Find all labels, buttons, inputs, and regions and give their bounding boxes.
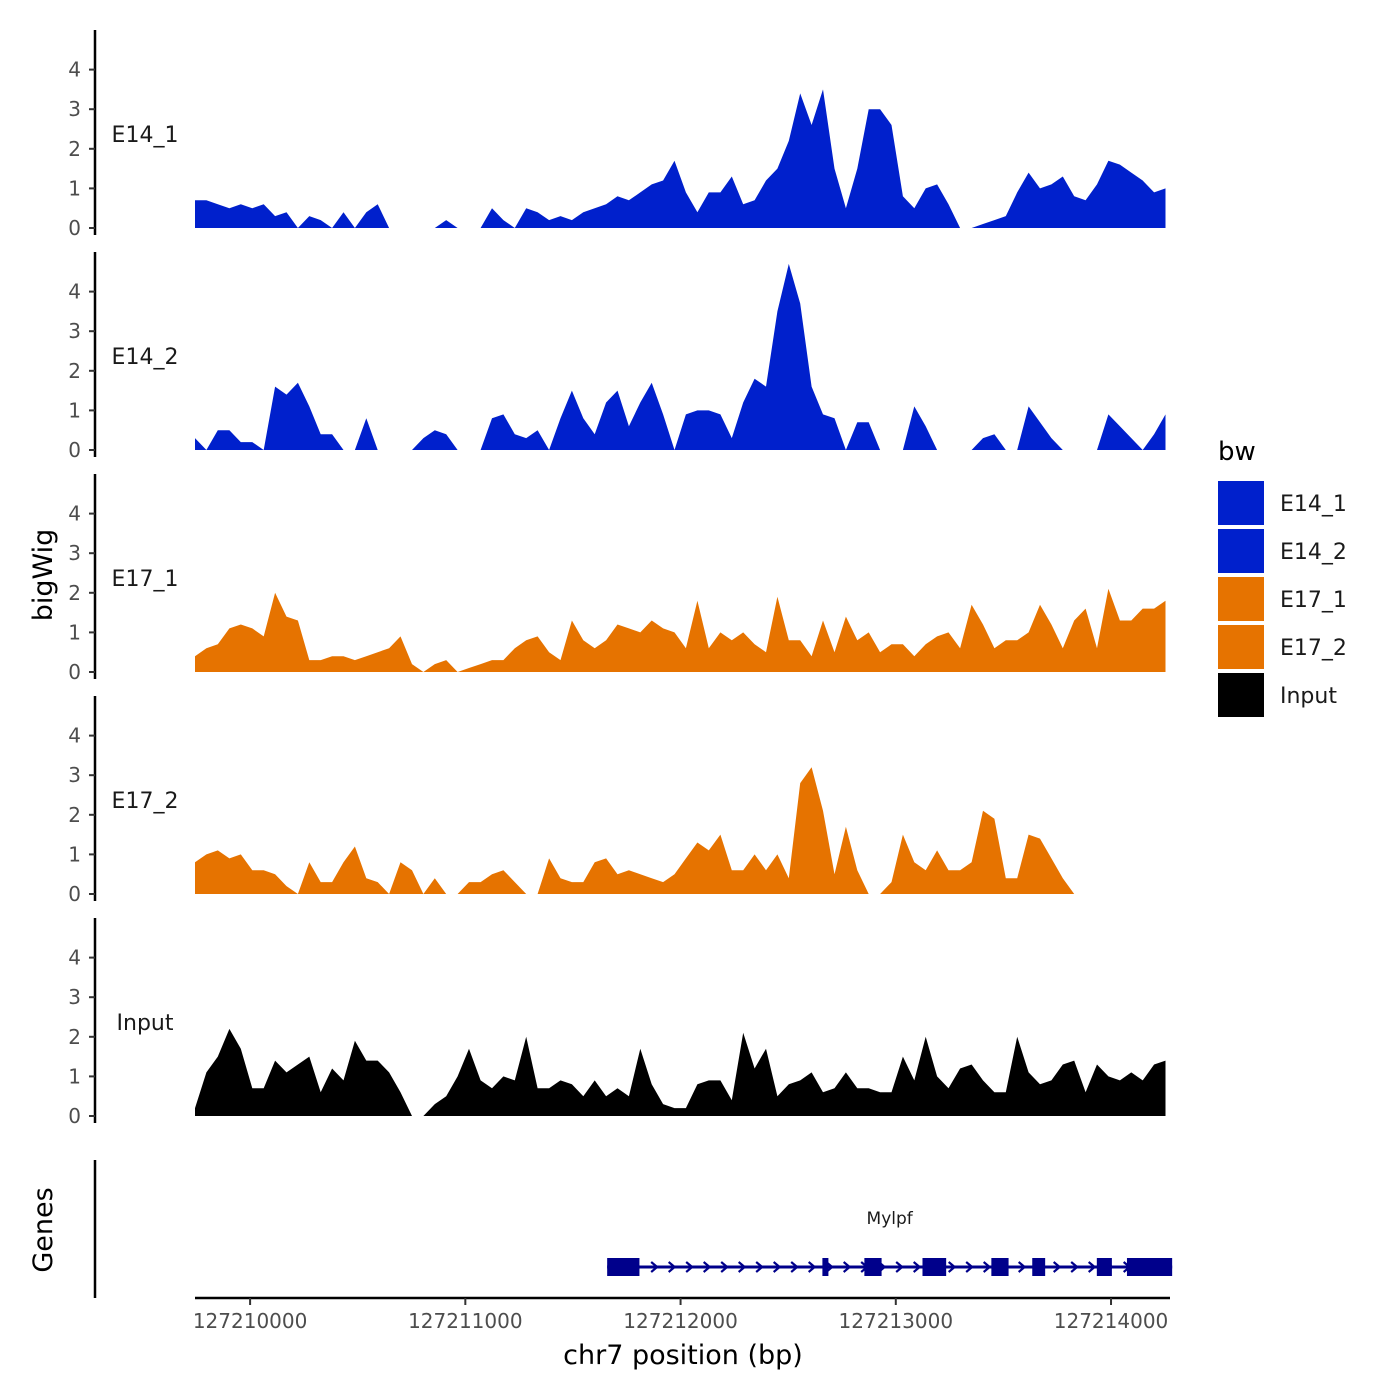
- y-tick-label: 4: [68, 502, 81, 526]
- exon: [922, 1258, 947, 1276]
- gene-track: Mylpf: [93, 1160, 1173, 1298]
- legend-key: [1218, 481, 1264, 525]
- y-axis-title: bigWig: [28, 529, 59, 622]
- y-tick-label: 2: [68, 581, 81, 605]
- legend-label: Input: [1280, 684, 1337, 709]
- panel-label: E17_2: [112, 789, 179, 814]
- y-tick-label: 1: [68, 1064, 81, 1088]
- x-tick-label: 127214000: [1054, 1309, 1169, 1333]
- legend-label: E14_2: [1280, 540, 1347, 565]
- strand-arrow: [737, 1261, 747, 1273]
- strand-arrow: [1017, 1261, 1027, 1273]
- strand-arrow: [1087, 1261, 1097, 1273]
- x-tick-label: 127211000: [408, 1309, 523, 1333]
- y-tick-label: 0: [68, 660, 81, 684]
- panel-label: E14_2: [112, 345, 179, 370]
- y-tick-label: 3: [68, 541, 81, 565]
- strand-arrow: [912, 1261, 922, 1273]
- y-tick-label: 2: [68, 1025, 81, 1049]
- strand-arrow: [772, 1261, 782, 1273]
- y-tick-label: 3: [68, 985, 81, 1009]
- area-input: [195, 1028, 1166, 1116]
- strand-arrow: [755, 1261, 764, 1273]
- y-tick-label: 3: [68, 763, 81, 787]
- area-e14-1: [195, 89, 1166, 229]
- y-tick-label: 1: [68, 176, 81, 200]
- strand-arrow: [842, 1261, 852, 1273]
- legend-key: [1218, 529, 1264, 573]
- panel-e14-1: 0 1 2 3 4 E14_1: [68, 30, 1166, 240]
- panel-label: E17_1: [112, 567, 179, 592]
- y-tick-label: 3: [68, 97, 81, 121]
- legend-key: [1218, 577, 1264, 621]
- strand-arrow: [702, 1261, 712, 1273]
- y-tick-label: 1: [68, 398, 81, 422]
- panel-e17-2: 0 1 2 3 4 E17_2: [68, 696, 1166, 906]
- y-tick-label: 4: [68, 280, 81, 304]
- x-tick-label: 127212000: [623, 1309, 738, 1333]
- y-tick-label: 1: [68, 842, 81, 866]
- exon: [1096, 1258, 1112, 1276]
- exon: [1126, 1258, 1173, 1276]
- gene-mylpf: Mylpf: [607, 1209, 1173, 1276]
- legend-key: [1218, 625, 1264, 669]
- y-tick-label: 2: [68, 359, 81, 383]
- strand-arrow: [650, 1261, 659, 1273]
- gene-track-title: Genes: [28, 1187, 59, 1272]
- y-tick-label: 4: [68, 58, 81, 82]
- y-tick-label: 1: [68, 620, 81, 644]
- strand-arrow: [982, 1261, 992, 1273]
- panel-label: Input: [117, 1011, 174, 1036]
- strand-arrow: [685, 1261, 694, 1273]
- exon: [822, 1258, 829, 1276]
- y-tick-label: 0: [68, 1104, 81, 1128]
- y-tick-label: 2: [68, 137, 81, 161]
- strand-arrow: [895, 1261, 904, 1273]
- strand-arrow: [947, 1261, 957, 1273]
- gene-name-label: Mylpf: [867, 1209, 914, 1229]
- panel-e14-2: 0 1 2 3 4 E14_2: [68, 252, 1166, 462]
- x-tick-label: 127210000: [193, 1309, 308, 1333]
- y-tick-label: 0: [68, 438, 81, 462]
- legend-label: E17_2: [1280, 636, 1347, 661]
- panel-input: 0 1 2 3 4 Input: [68, 918, 1166, 1128]
- legend-title: bw: [1218, 437, 1256, 467]
- y-tick-label: 3: [68, 319, 81, 343]
- strand-arrow: [807, 1261, 817, 1273]
- y-tick-label: 0: [68, 882, 81, 906]
- exon: [1032, 1258, 1046, 1276]
- legend: bw E14_1 E14_2 E17_1 E17_2 Input: [1218, 437, 1347, 717]
- legend-key: [1218, 673, 1264, 717]
- x-axis-title: chr7 position (bp): [563, 1340, 803, 1371]
- legend-label: E17_1: [1280, 588, 1347, 613]
- panel-e17-1: 0 1 2 3 4 E17_1: [68, 474, 1166, 684]
- exon: [991, 1258, 1009, 1276]
- strand-arrow: [965, 1261, 974, 1273]
- strand-arrow: [1070, 1261, 1079, 1273]
- strand-arrow: [1052, 1261, 1062, 1273]
- strand-arrow: [667, 1261, 677, 1273]
- panel-label: E14_1: [112, 123, 179, 148]
- strand-arrow: [790, 1261, 799, 1273]
- y-tick-label: 4: [68, 946, 81, 970]
- x-axis: 127210000 127211000 127212000 127213000 1272…: [193, 1296, 1170, 1333]
- area-e17-1: [195, 588, 1166, 672]
- exon: [864, 1258, 882, 1276]
- area-e14-2: [195, 263, 1166, 450]
- x-tick-label: 127213000: [839, 1309, 954, 1333]
- exon: [607, 1258, 640, 1276]
- legend-label: E14_1: [1280, 492, 1347, 517]
- area-e17-2: [195, 767, 1166, 894]
- y-tick-label: 2: [68, 803, 81, 827]
- y-tick-label: 0: [68, 216, 81, 240]
- strand-arrow: [720, 1261, 729, 1273]
- y-tick-label: 4: [68, 724, 81, 748]
- bigwig-panels: 0 1 2 3 4 E14_1 0 1 2 3 4 E14_2 0 1 2 3 4 E17_1 0 1 2 3 4 E17_2…: [68, 30, 1166, 1128]
